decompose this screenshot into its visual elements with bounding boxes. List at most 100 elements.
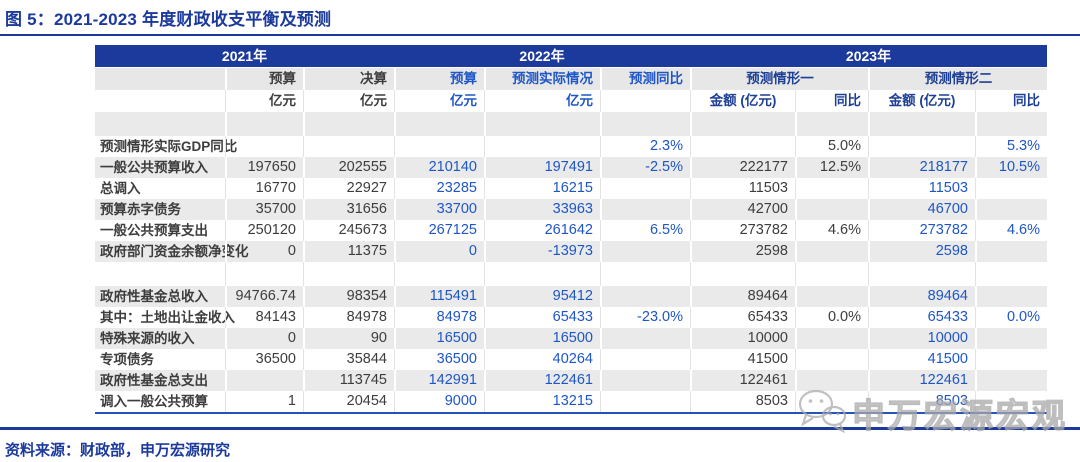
table-cell: 36500	[394, 349, 484, 370]
table-cell	[868, 136, 975, 157]
unit-2021-budget: 亿元	[225, 90, 303, 112]
table-cell: 0.0%	[795, 307, 868, 328]
table-cell	[600, 112, 690, 136]
table-row: 调入一般公共预算 1 20454 9000 13215 8503 8503	[95, 391, 1047, 412]
table-cell	[690, 136, 795, 157]
table-cell: 20454	[303, 391, 394, 412]
table-cell	[975, 241, 1047, 262]
table-cell: 65433	[868, 307, 975, 328]
table-cell	[975, 349, 1047, 370]
table-cell	[600, 262, 690, 286]
table-cell	[795, 349, 868, 370]
table-cell: 2.3%	[600, 136, 690, 157]
table-cell: 98354	[303, 286, 394, 307]
table-cell: 0	[225, 241, 303, 262]
table-cell	[795, 178, 868, 199]
table-row: 预测情形实际GDP同比 2.3% 5.0% 5.3%	[95, 136, 1047, 157]
year-group-2023: 2023年	[845, 48, 892, 64]
table-cell: 42700	[690, 199, 795, 220]
year-group-2021: 2021年	[221, 48, 268, 64]
table-cell: 122461	[484, 370, 600, 391]
table-cell: 267125	[394, 220, 484, 241]
table-cell: 1	[225, 391, 303, 412]
table-row: 预算赤字债务 35700 31656 33700 33963 42700 46700	[95, 199, 1047, 220]
unit-2021-final: 亿元	[303, 90, 394, 112]
table-cell: 89464	[868, 286, 975, 307]
row-label	[95, 262, 225, 286]
table-cell: 142991	[394, 370, 484, 391]
table-cell: 11503	[868, 178, 975, 199]
unit-2022-budget: 亿元	[394, 90, 484, 112]
table-cell: 2598	[868, 241, 975, 262]
table-cell: 0	[394, 241, 484, 262]
row-label: 政府部门资金余额净变化	[100, 244, 249, 259]
row-label: 预算赤字债务	[100, 202, 181, 217]
year-group-2022: 2022年	[519, 48, 565, 64]
table-cell: 22927	[303, 178, 394, 199]
row-label: 调入一般公共预算	[100, 394, 208, 409]
table-cell	[975, 112, 1047, 136]
subheader-scenario2: 预测情形二	[868, 68, 1047, 90]
table-cell	[795, 262, 868, 286]
table-cell: 35844	[303, 349, 394, 370]
table-year-band: 2021年 2022年 2023年	[95, 45, 1047, 67]
table-row: 政府性基金总支出 113745 142991 122461 122461 122461	[95, 370, 1047, 391]
table-cell	[484, 136, 600, 157]
table-cell	[868, 262, 975, 286]
table-cell	[975, 286, 1047, 307]
table-cell: 0	[225, 328, 303, 349]
table-cell: 90	[303, 328, 394, 349]
subheader-2022-yoy: 预测同比	[600, 68, 690, 90]
figure-bottom-rule	[0, 427, 1080, 430]
table-cell: 41500	[868, 349, 975, 370]
row-label: 政府性基金总支出	[100, 373, 208, 388]
table-body: 预测情形实际GDP同比 2.3% 5.0% 5.3% 一般公共预算收入 197650 202…	[95, 112, 1047, 412]
subheader-scenario1: 预测情形一	[690, 68, 868, 90]
table-cell	[600, 328, 690, 349]
table-cell	[795, 241, 868, 262]
table-cell	[225, 262, 303, 286]
subheader-2022-budget: 预算	[394, 68, 484, 90]
table-cell: 113745	[303, 370, 394, 391]
table-cell	[795, 199, 868, 220]
table-cell: 10.5%	[975, 157, 1047, 178]
table-cell: 197491	[484, 157, 600, 178]
table-cell: 84978	[394, 307, 484, 328]
table-cell: 65433	[484, 307, 600, 328]
spacer-row	[95, 262, 1047, 286]
figure-title: 图 5：2021-2023 年度财政收支平衡及预测	[5, 10, 332, 29]
table-cell: 84978	[303, 307, 394, 328]
table-cell: 8503	[868, 391, 975, 412]
table-cell: -23.0%	[600, 307, 690, 328]
source-note: 资料来源：财政部，申万宏源研究	[5, 442, 231, 459]
table-row: 政府性基金总收入 94766.74 98354 115491 95412 89464 894…	[95, 286, 1047, 307]
table-cell: 84143	[225, 307, 303, 328]
table-cell: 16215	[484, 178, 600, 199]
table-cell: 16500	[394, 328, 484, 349]
table-cell: 36500	[225, 349, 303, 370]
table-cell	[303, 112, 394, 136]
spacer-row	[95, 112, 1047, 136]
unit-2022-yoy-empty	[600, 90, 690, 112]
table-cell: 33963	[484, 199, 600, 220]
table-cell: 4.6%	[975, 220, 1047, 241]
table-cell: 11503	[690, 178, 795, 199]
table-cell	[394, 136, 484, 157]
table-cell: 245673	[303, 220, 394, 241]
row-label: 其中：土地出让金收入	[100, 310, 235, 325]
row-label: 一般公共预算收入	[100, 160, 208, 175]
table-cell: 197650	[225, 157, 303, 178]
table-cell	[975, 178, 1047, 199]
table-cell: 35700	[225, 199, 303, 220]
table-cell	[303, 262, 394, 286]
unit-scenario2-amount: 金额 (亿元)	[868, 90, 975, 112]
table-cell	[795, 391, 868, 412]
table-cell	[975, 199, 1047, 220]
table-cell: 250120	[225, 220, 303, 241]
row-label: 政府性基金总收入	[100, 289, 208, 304]
table-cell	[975, 262, 1047, 286]
table-cell	[600, 178, 690, 199]
row-label: 预测情形实际GDP同比	[100, 139, 238, 154]
table-cell: 16770	[225, 178, 303, 199]
table-row: 特殊来源的收入 0 90 16500 16500 10000 10000	[95, 328, 1047, 349]
